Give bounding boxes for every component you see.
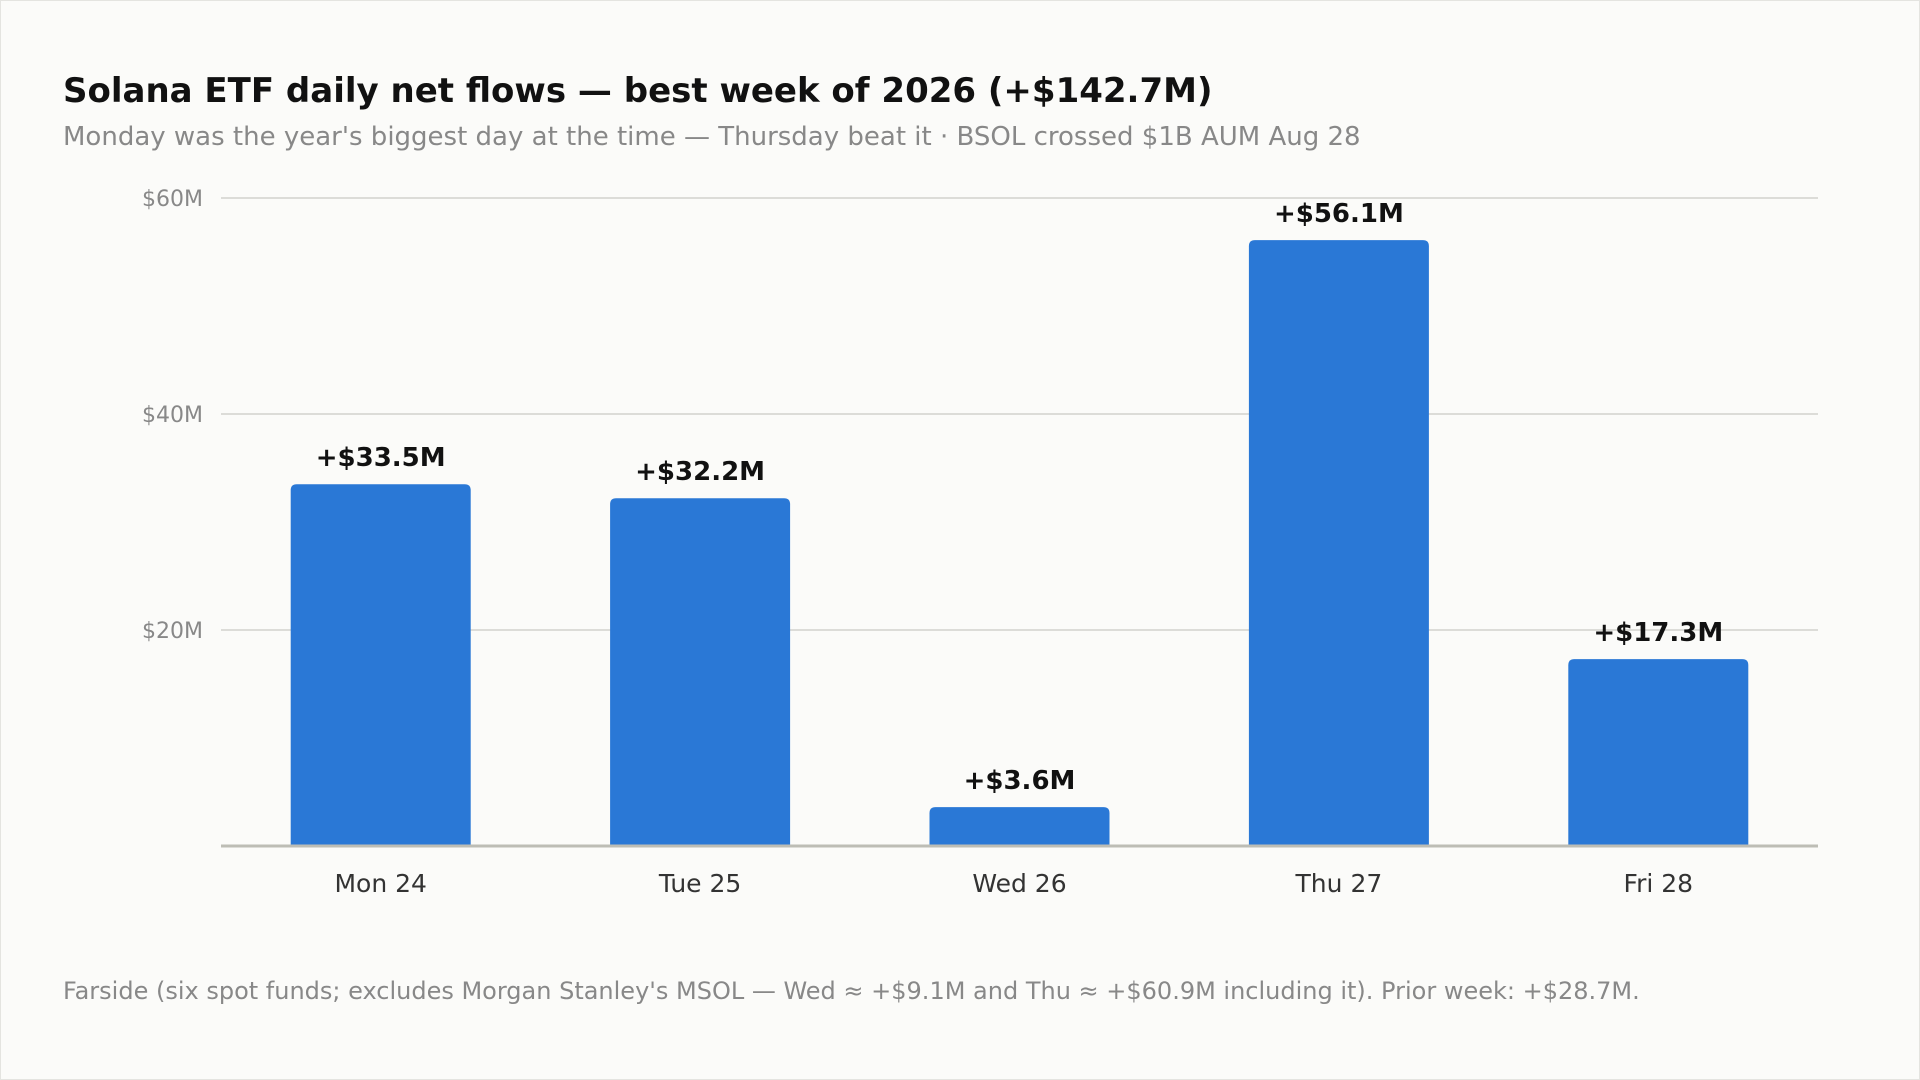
x-category-label: Fri 28 [1624,869,1694,898]
x-category-label: Mon 24 [334,869,426,898]
x-category-label: Tue 25 [658,869,741,898]
y-tick-label: $60M [142,187,203,212]
bar-value-label: +$56.1M [1274,199,1404,229]
bar [290,484,471,846]
chart-subtitle: Monday was the year's biggest day at the… [63,122,1361,152]
bar [1568,659,1749,846]
bar-value-label: +$32.2M [635,457,765,487]
x-category-label: Thu 27 [1295,869,1383,898]
y-tick-label: $40M [142,403,203,428]
bar-value-label: +$3.6M [964,766,1076,796]
x-category-label: Wed 26 [972,869,1066,898]
bar [610,498,791,846]
bar-value-label: +$33.5M [316,443,446,473]
bar-value-label: +$17.3M [1593,618,1723,648]
bar [929,807,1110,846]
bar [1248,240,1429,846]
y-tick-label: $20M [142,619,203,644]
chart-title: Solana ETF daily net flows — best week o… [63,71,1213,111]
chart-footnote: Farside (six spot funds; excludes Morgan… [63,977,1640,1005]
